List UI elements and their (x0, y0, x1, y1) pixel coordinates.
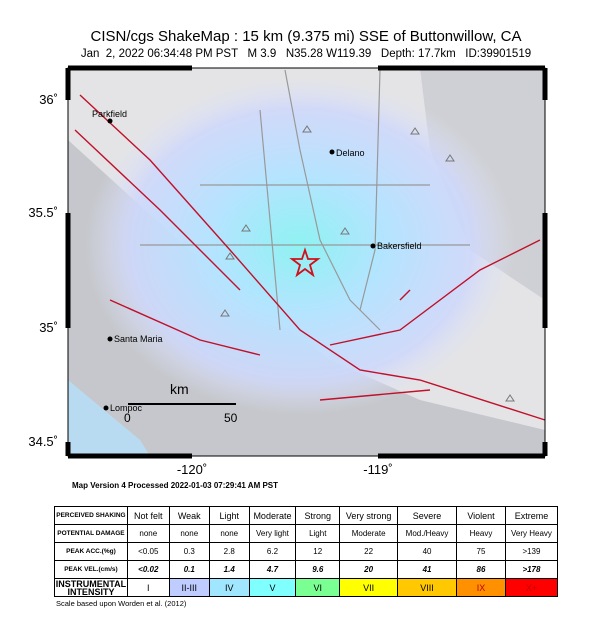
legend-cell: 12 (295, 542, 341, 561)
legend-cell: X+ (504, 578, 559, 597)
legend-row: POTENTIAL DAMAGE none none none Very light Li… (54, 524, 559, 543)
lat-label: 34.5˚ (28, 434, 58, 449)
legend-cell: none (126, 524, 170, 543)
legend-row: INSTRUMENTAL INTENSITY I II-III IV V VI VII VII… (54, 578, 559, 597)
lat-label: 36˚ (39, 92, 58, 107)
legend-cell: Mod./Heavy (396, 524, 458, 543)
legend-cell: Very strong (339, 506, 398, 525)
row-header: INSTRUMENTAL INTENSITY (54, 578, 128, 597)
legend-cell: Violent (456, 506, 506, 525)
city-label: Bakersfield (377, 241, 422, 251)
subtitle: Jan 2, 2022 06:34:48 PM PST M 3.9 N35.28… (80, 48, 532, 60)
city-label: Santa Maria (114, 334, 163, 344)
intensity-legend: PERCEIVED SHAKING Not felt Weak Light Modera… (54, 506, 559, 597)
legend-cell: 4.7 (248, 560, 297, 579)
legend-row: PEAK VEL.(cm/s) <0.02 0.1 1.4 4.7 9.6 20 41 86 >1… (54, 560, 559, 579)
map: Parkfield Delano Bakersfield Santa Maria Lom… (28, 65, 548, 477)
city-label: Lompoc (110, 403, 143, 413)
legend-cell: 86 (456, 560, 506, 579)
row-header: POTENTIAL DAMAGE (54, 524, 128, 543)
legend-row: PERCEIVED SHAKING Not felt Weak Light Modera… (54, 506, 559, 525)
faults (74, 94, 546, 421)
epicenter (289, 247, 321, 278)
legend-cell: Extreme (504, 506, 559, 525)
legend-cell: V (248, 578, 297, 597)
legend-cell: 75 (456, 542, 506, 561)
legend-cell: 0.3 (168, 542, 210, 561)
processed-note: Map Version 4 Processed 2022-01-03 07:29… (72, 481, 279, 490)
legend-cell: <0.05 (126, 542, 170, 561)
legend-cell: none (168, 524, 210, 543)
legend-cell: 2.8 (208, 542, 250, 561)
legend-cell: Very light (248, 524, 297, 543)
legend-cell: I (126, 578, 170, 597)
legend-cell: 9.6 (295, 560, 341, 579)
lon-label: -119˚ (363, 462, 392, 477)
lat-label: 35˚ (39, 320, 58, 335)
city-dot (107, 336, 113, 342)
lat-label: 35.5˚ (28, 205, 58, 220)
legend-cell: <0.02 (126, 560, 170, 579)
stations (220, 125, 515, 402)
legend-cell: 40 (396, 542, 458, 561)
scale-unit: km (170, 381, 189, 397)
legend-cell: 20 (339, 560, 398, 579)
row-header: PEAK ACC.(%g) (54, 542, 128, 561)
legend-cell: 0.1 (168, 560, 210, 579)
legend-cell: VI (295, 578, 341, 597)
legend-cell: 41 (396, 560, 458, 579)
city-dot (329, 149, 335, 155)
scale-start: 0 (124, 411, 131, 425)
legend-cell: Strong (295, 506, 341, 525)
row-header: PEAK VEL.(cm/s) (54, 560, 128, 579)
legend-cell: 1.4 (208, 560, 250, 579)
legend-cell: Moderate (339, 524, 398, 543)
legend-cell: 22 (339, 542, 398, 561)
lon-label: -120˚ (177, 462, 207, 477)
legend-cell: IX (456, 578, 506, 597)
city-dot (103, 405, 109, 411)
legend-cell: VII (339, 578, 398, 597)
legend-cell: Weak (168, 506, 210, 525)
legend-cell: IV (208, 578, 250, 597)
scale-end: 50 (224, 411, 238, 425)
title: CISN/cgs ShakeMap : 15 km (9.375 mi) SSE… (90, 28, 522, 45)
legend-cell: Moderate (248, 506, 297, 525)
legend-cell: Light (295, 524, 341, 543)
legend-cell: VIII (396, 578, 458, 597)
legend-cell: Light (208, 506, 250, 525)
legend-cell: Very Heavy (504, 524, 559, 543)
legend-row: PEAK ACC.(%g) <0.05 0.3 2.8 6.2 12 22 40 75 >139 (54, 542, 559, 561)
city-label: Parkfield (92, 109, 127, 119)
legend-cell: none (208, 524, 250, 543)
ocean (68, 380, 150, 456)
legend-cell: Severe (396, 506, 458, 525)
footnote: Scale based upon Worden et al. (2012) (56, 599, 187, 608)
city-dot (107, 118, 113, 124)
frame-ticks (65, 65, 548, 459)
legend-cell: >178 (504, 560, 559, 579)
city-dot (370, 243, 376, 249)
legend-cell: >139 (504, 542, 559, 561)
legend-cell: Not felt (126, 506, 170, 525)
legend-cell: 6.2 (248, 542, 297, 561)
city-label: Delano (336, 148, 365, 158)
row-header: PERCEIVED SHAKING (54, 506, 128, 525)
legend-cell: II-III (168, 578, 210, 597)
legend-cell: Heavy (456, 524, 506, 543)
